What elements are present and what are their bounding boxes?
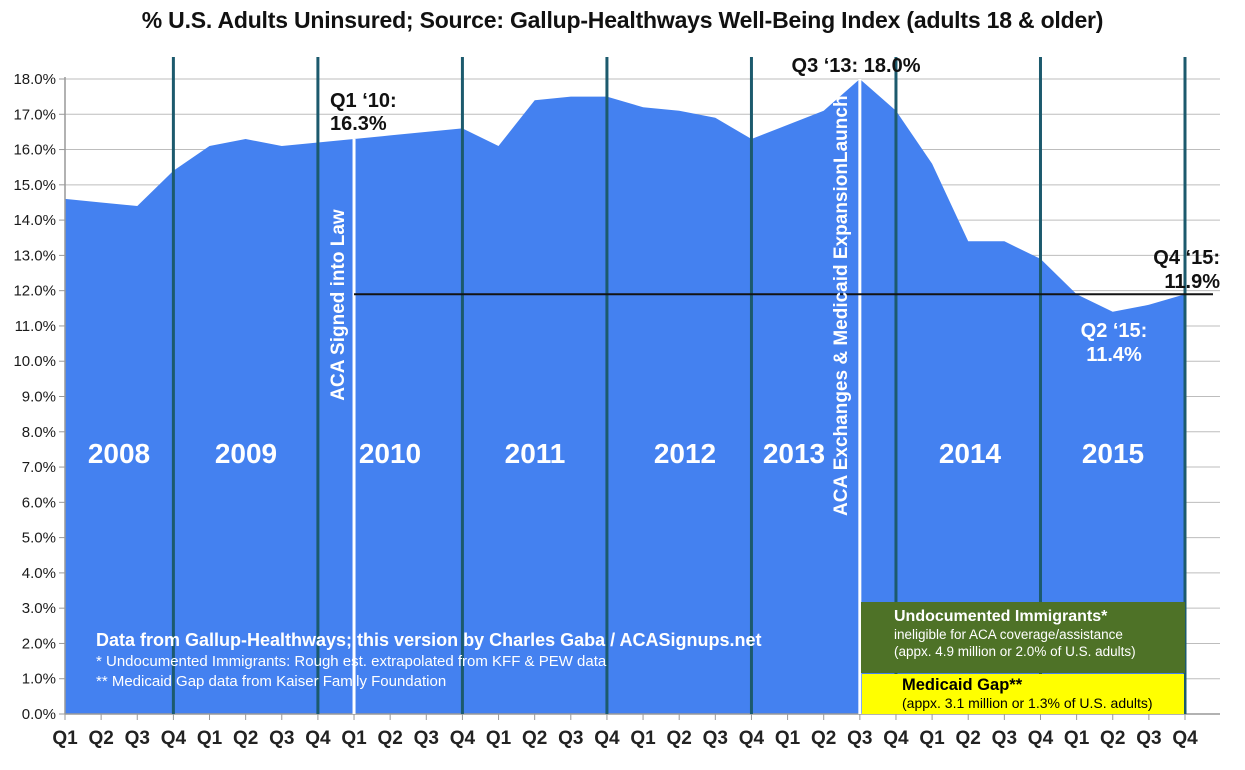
x-tick-label: Q2 <box>956 728 981 749</box>
x-tick-label: Q1 <box>341 728 367 749</box>
x-tick-label: Q3 <box>414 728 439 749</box>
x-tick-label: Q2 <box>667 728 692 749</box>
x-tick-label: Q1 <box>630 728 656 749</box>
y-tick-label: 5.0% <box>22 530 56 547</box>
annotation-q2-2015: Q2 ‘15: 11.4% <box>1014 319 1214 367</box>
y-tick-label: 2.0% <box>22 635 56 652</box>
event-label-aca-signed: ACA Signed into Law <box>328 209 349 401</box>
x-tick-label: Q1 <box>197 728 223 749</box>
year-label-2009: 2009 <box>214 438 278 469</box>
y-tick-label: 14.0% <box>13 212 56 229</box>
annotation-q1-2010-value: 16.3% <box>330 113 387 135</box>
y-tick-label: 0.0% <box>22 706 56 723</box>
x-tick-label: Q4 <box>450 728 476 749</box>
x-tick-label: Q3 <box>269 728 294 749</box>
x-tick-label: Q2 <box>522 728 547 749</box>
y-tick-label: 9.0% <box>22 389 56 406</box>
x-tick-label: Q1 <box>52 728 78 749</box>
y-tick-label: 4.0% <box>22 565 56 582</box>
y-tick-label: 17.0% <box>13 106 56 123</box>
x-tick-label: Q1 <box>775 728 801 749</box>
annotation-q2-2015-label: Q2 ‘15: <box>1080 320 1148 342</box>
x-tick-label: Q1 <box>1064 728 1090 749</box>
annotation-q4-2015-label: Q4 ‘15: <box>1153 247 1220 269</box>
x-tick-label: Q2 <box>377 728 402 749</box>
undocumented-box-stat: (appx. 4.9 million or 2.0% of U.S. adult… <box>894 643 1136 659</box>
undocumented-immigrants-box: Undocumented Immigrants* ineligible for … <box>861 602 1185 673</box>
y-tick-label: 16.0% <box>13 142 56 159</box>
y-tick-label: 12.0% <box>13 283 56 300</box>
y-tick-label: 7.0% <box>22 459 56 476</box>
x-tick-label: Q4 <box>594 728 620 749</box>
x-tick-label: Q4 <box>161 728 187 749</box>
x-tick-label: Q3 <box>125 728 150 749</box>
year-label-2014: 2014 <box>938 438 1002 469</box>
x-tick-label: Q3 <box>558 728 583 749</box>
x-tick-label: Q1 <box>919 728 945 749</box>
x-tick-label: Q2 <box>88 728 113 749</box>
x-tick-label: Q4 <box>1172 728 1198 749</box>
y-tick-label: 11.0% <box>15 318 56 335</box>
x-tick-label: Q2 <box>233 728 258 749</box>
x-tick-label: Q4 <box>1028 728 1054 749</box>
medicaid-box-stat: (appx. 3.1 million or 1.3% of U.S. adult… <box>902 695 1153 711</box>
x-tick-label: Q3 <box>847 728 872 749</box>
x-tick-label: Q1 <box>486 728 512 749</box>
medicaid-gap-box: Medicaid Gap** (appx. 3.1 million or 1.3… <box>862 674 1184 714</box>
y-tick-label: 1.0% <box>22 671 56 688</box>
x-tick-label: Q4 <box>883 728 909 749</box>
year-label-2013: 2013 <box>762 438 826 469</box>
credit-block: Data from Gallup-Healthways; this versio… <box>96 628 761 692</box>
x-tick-label: Q4 <box>305 728 331 749</box>
annotation-q4-2015-value: 11.9% <box>1164 271 1220 293</box>
y-tick-label: 6.0% <box>22 494 56 511</box>
footnote-medicaid: ** Medicaid Gap data from Kaiser Family … <box>96 673 447 690</box>
x-tick-label: Q4 <box>739 728 765 749</box>
chart-title: % U.S. Adults Uninsured; Source: Gallup-… <box>141 7 1104 33</box>
y-tick-label: 18.0% <box>13 71 56 88</box>
medicaid-box-title: Medicaid Gap** <box>902 676 1023 694</box>
footnote-undocumented: * Undocumented Immigrants: Rough est. ex… <box>96 653 607 670</box>
year-label-2010: 2010 <box>358 438 422 469</box>
y-tick-label: 10.0% <box>13 353 56 370</box>
annotation-q3-2013: Q3 ‘13: 18.0% <box>791 55 921 77</box>
x-tick-label: Q3 <box>703 728 728 749</box>
credit-source-line: Data from Gallup-Healthways; this versio… <box>96 630 762 650</box>
y-tick-label: 13.0% <box>13 247 56 264</box>
x-tick-label: Q2 <box>811 728 836 749</box>
area-series <box>65 79 1185 714</box>
x-tick-label: Q2 <box>1100 728 1125 749</box>
annotation-q1-2010-label: Q1 ‘10: <box>330 90 397 112</box>
year-label-2008: 2008 <box>87 438 151 469</box>
y-tick-label: 15.0% <box>13 177 56 194</box>
year-label-2012: 2012 <box>653 438 717 469</box>
x-tick-label: Q3 <box>992 728 1017 749</box>
y-tick-label: 3.0% <box>22 600 56 617</box>
y-tick-label: 8.0% <box>22 424 56 441</box>
event-label-aca-exchanges: ACA Exchanges & Medicaid ExpansionLaunch <box>831 95 852 516</box>
annotation-q2-2015-value: 11.4% <box>1086 344 1142 366</box>
undocumented-box-title: Undocumented Immigrants* <box>894 608 1108 625</box>
annotation-q1-2010: Q1 ‘10: 16.3% <box>330 90 397 136</box>
annotation-q4-2015: Q4 ‘15: 11.9% <box>1153 246 1220 294</box>
year-label-2011: 2011 <box>504 438 566 469</box>
year-label-2015: 2015 <box>1081 438 1145 469</box>
undocumented-box-desc: ineligible for ACA coverage/assistance <box>894 627 1123 642</box>
x-tick-label: Q3 <box>1136 728 1161 749</box>
